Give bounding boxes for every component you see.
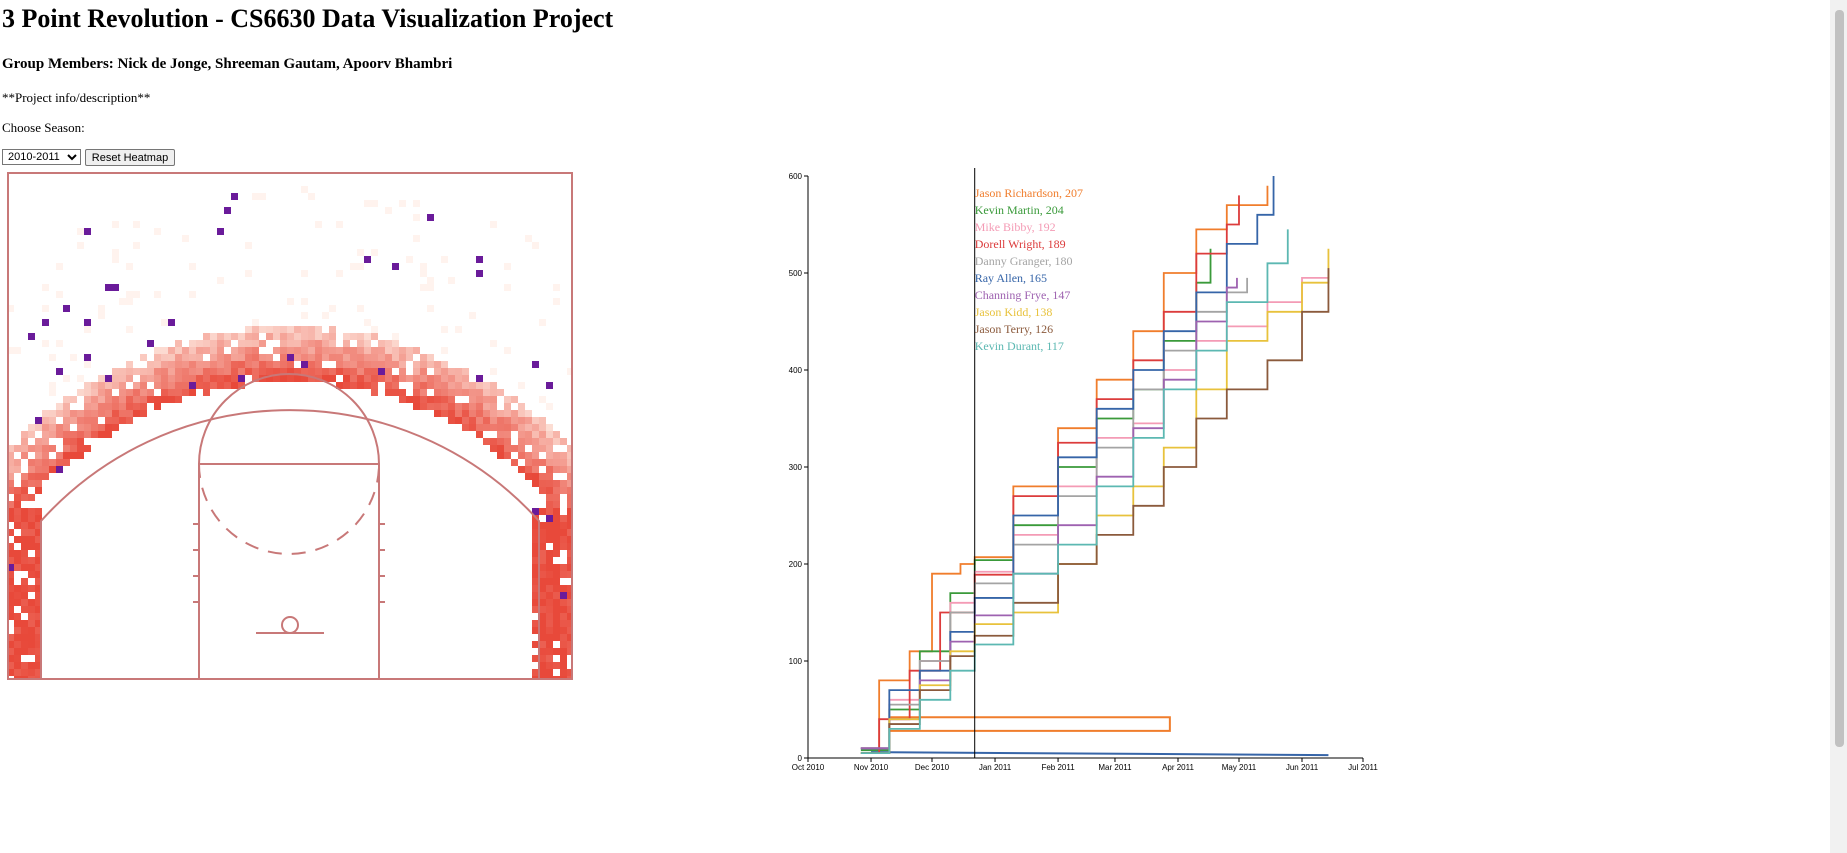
page-title: 3 Point Revolution - CS6630 Data Visuali… bbox=[2, 4, 614, 33]
legend-label: Channing Frye, 147 bbox=[975, 288, 1071, 302]
series-line[interactable] bbox=[860, 277, 1238, 750]
y-tick-label: 0 bbox=[798, 754, 803, 763]
group-members: Group Members: Nick de Jonge, Shreeman G… bbox=[2, 56, 453, 72]
x-tick-label: Oct 2010 bbox=[792, 763, 825, 772]
legend-label: Kevin Durant, 117 bbox=[975, 339, 1064, 353]
series-line[interactable] bbox=[860, 176, 1275, 750]
legend-label: Mike Bibby, 192 bbox=[975, 220, 1056, 234]
x-tick-label: May 2011 bbox=[1222, 763, 1257, 772]
reset-heatmap-button[interactable]: Reset Heatmap bbox=[85, 149, 175, 166]
y-tick-label: 600 bbox=[789, 172, 803, 181]
legend-label: Jason Richardson, 207 bbox=[975, 186, 1083, 200]
legend-label: Jason Terry, 126 bbox=[975, 322, 1053, 336]
scrollbar-thumb[interactable] bbox=[1835, 10, 1844, 747]
court-heatmap[interactable] bbox=[7, 172, 573, 680]
x-tick-label: Jan 2011 bbox=[979, 763, 1012, 772]
legend-label: Kevin Martin, 204 bbox=[975, 203, 1064, 217]
x-tick-label: Jun 2011 bbox=[1286, 763, 1319, 772]
season-select[interactable]: 2010-2011 bbox=[2, 149, 81, 165]
y-tick-label: 500 bbox=[789, 269, 803, 278]
series-lines bbox=[860, 176, 1330, 757]
series-line[interactable] bbox=[860, 195, 1240, 755]
auxiliary-line bbox=[871, 751, 1329, 757]
series-line[interactable] bbox=[860, 248, 1330, 755]
heatmap-cells bbox=[7, 186, 573, 680]
y-tick-label: 100 bbox=[789, 657, 803, 666]
court-lines bbox=[7, 172, 573, 680]
three-point-line-chart: Oct 2010 Nov 2010 Dec 2010 Jan 2011 Feb 2011… bbox=[789, 168, 1378, 772]
y-tick-label: 200 bbox=[789, 560, 803, 569]
x-tick-label: Nov 2010 bbox=[854, 763, 889, 772]
legend-label: Jason Kidd, 138 bbox=[975, 305, 1053, 319]
x-tick-label: Feb 2011 bbox=[1041, 763, 1075, 772]
x-tick-label: Jul 2011 bbox=[1348, 763, 1378, 772]
y-tick-label: 300 bbox=[789, 463, 803, 472]
x-tick-label: Dec 2010 bbox=[915, 763, 950, 772]
auxiliary-line bbox=[889, 716, 1171, 732]
x-tick-label: Mar 2011 bbox=[1098, 763, 1132, 772]
y-tick-label: 400 bbox=[789, 366, 803, 375]
series-line[interactable] bbox=[860, 229, 1289, 755]
vertical-scrollbar[interactable] bbox=[1830, 0, 1847, 853]
choose-season-label: Choose Season: bbox=[2, 120, 85, 135]
legend-label: Danny Granger, 180 bbox=[975, 254, 1073, 268]
legend-label: Ray Allen, 165 bbox=[975, 271, 1047, 285]
x-tick-label: Apr 2011 bbox=[1162, 763, 1194, 772]
project-description: **Project info/description** bbox=[2, 90, 151, 105]
legend-label: Dorell Wright, 189 bbox=[975, 237, 1066, 251]
